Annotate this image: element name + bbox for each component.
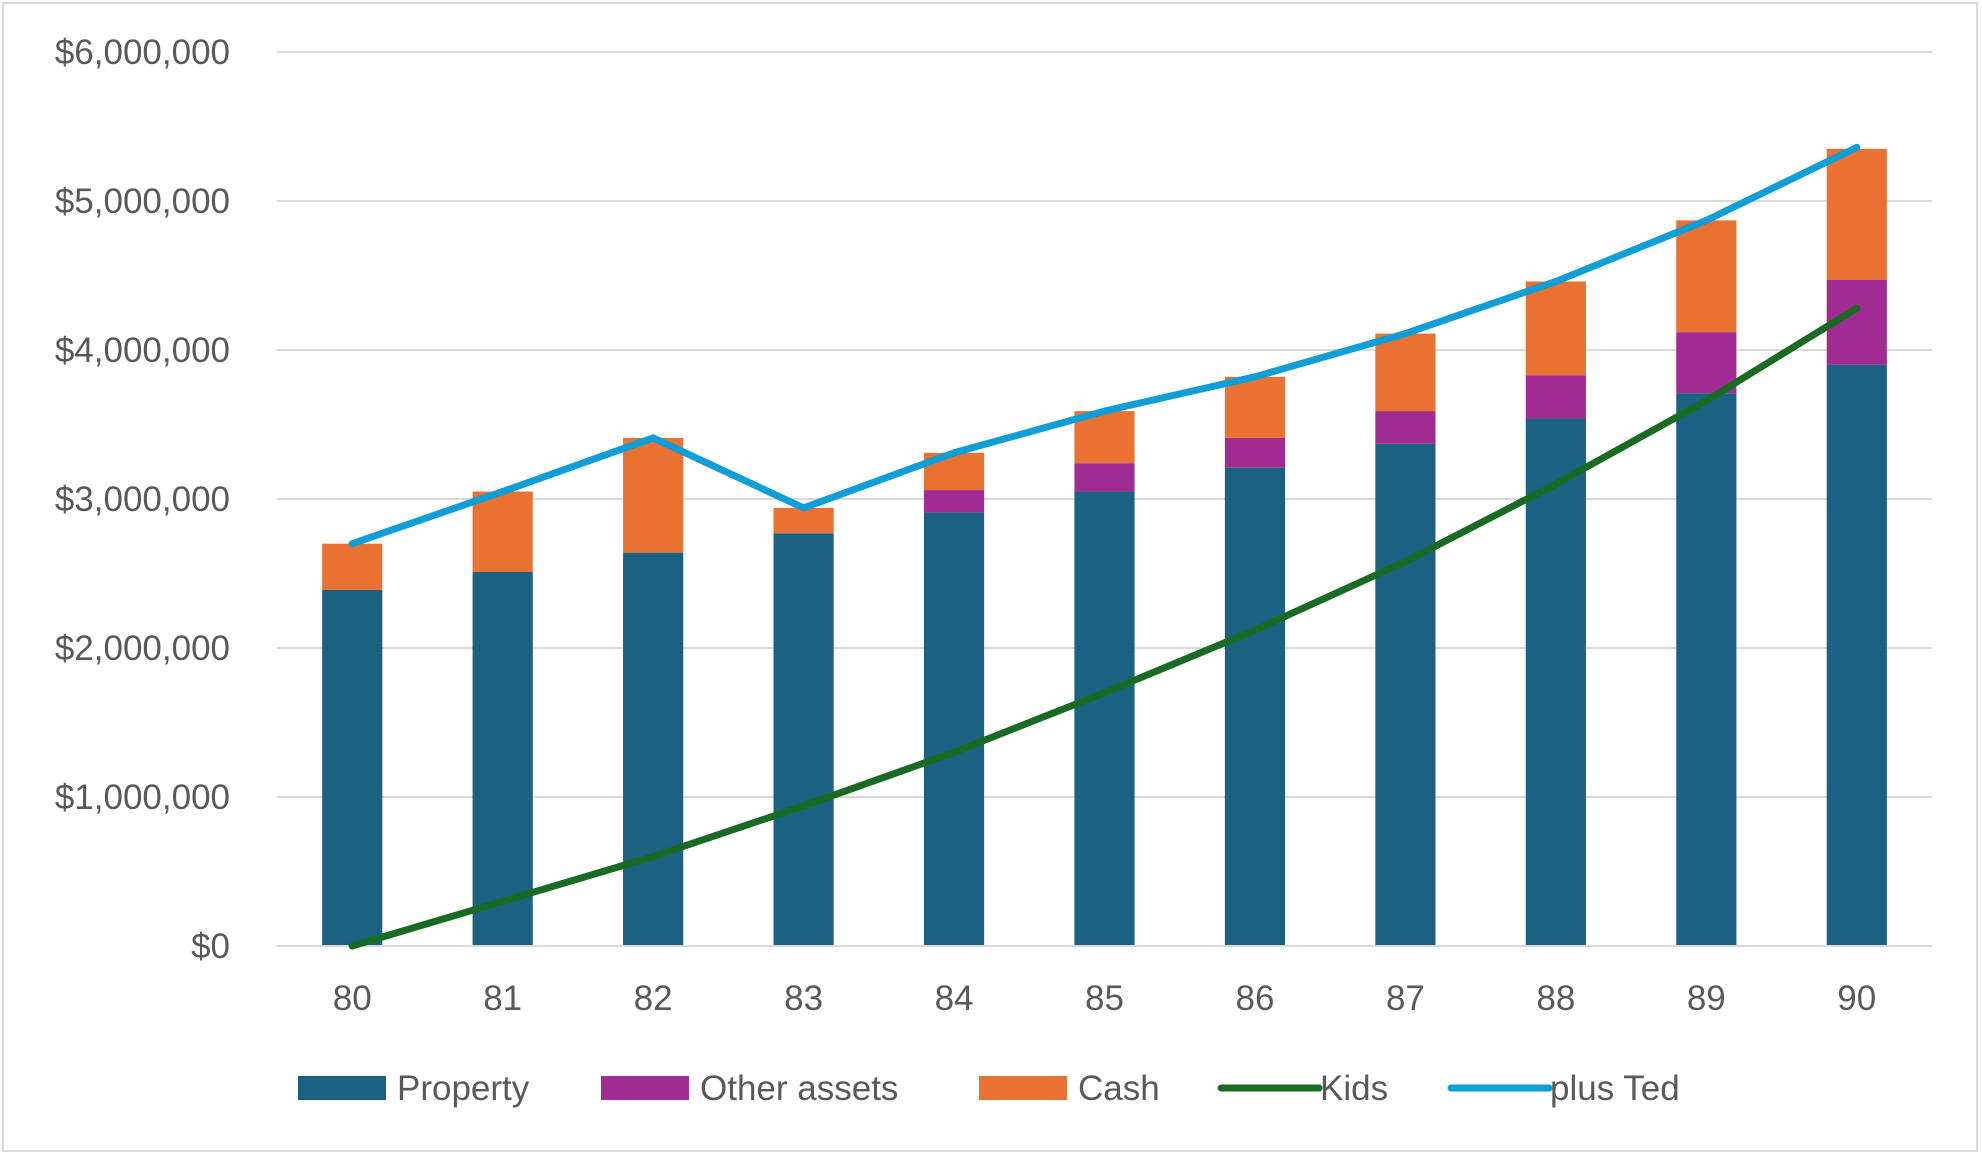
bar-other-assets-88	[1525, 375, 1586, 419]
point-plus-ted-80	[348, 540, 356, 548]
y-tick-label: $0	[191, 927, 230, 966]
bar-other-assets-87	[1375, 411, 1436, 444]
x-tick-label: 84	[935, 979, 974, 1018]
point-plus-ted-87	[1401, 330, 1409, 338]
x-tick-label: 82	[634, 979, 673, 1018]
point-kids-86	[1251, 626, 1259, 634]
point-kids-80	[348, 942, 356, 950]
y-tick-label: $4,000,000	[55, 331, 230, 370]
x-tick-label: 85	[1085, 979, 1124, 1018]
x-tick-label: 81	[483, 979, 522, 1018]
x-tick-label: 89	[1687, 979, 1726, 1018]
point-kids-81	[499, 897, 507, 905]
bar-property-86	[1224, 467, 1286, 946]
bar-property-81	[472, 572, 533, 946]
bar-cash-81	[472, 491, 533, 573]
point-kids-84	[950, 748, 958, 756]
legend-swatch-other-assets	[601, 1076, 689, 1100]
point-plus-ted-88	[1552, 277, 1560, 285]
bar-other-assets-84	[923, 490, 985, 513]
point-kids-82	[649, 853, 657, 861]
legend-swatch-property	[298, 1076, 386, 1100]
bar-property-87	[1375, 443, 1436, 946]
point-plus-ted-82	[649, 434, 657, 442]
bar-other-assets-86	[1224, 437, 1286, 468]
legend-label-plus-ted: plus Ted	[1550, 1069, 1680, 1108]
legend-label-property: Property	[397, 1069, 530, 1108]
x-tick-label: 90	[1837, 979, 1876, 1018]
legend-label-other-assets: Other assets	[700, 1069, 898, 1108]
bar-property-89	[1676, 393, 1737, 947]
point-kids-90	[1853, 304, 1861, 312]
point-plus-ted-84	[950, 449, 958, 457]
bar-layer	[322, 148, 1887, 947]
x-tick-label: 80	[333, 979, 372, 1018]
bar-cash-87	[1375, 333, 1436, 412]
bar-cash-89	[1676, 220, 1737, 333]
y-tick-label: $6,000,000	[55, 33, 230, 72]
point-kids-88	[1552, 480, 1560, 488]
legend: Property Other assets Cash Kids plus Ted	[298, 1069, 1680, 1108]
point-plus-ted-86	[1251, 373, 1259, 381]
bar-cash-82	[623, 437, 684, 553]
bar-property-82	[623, 552, 684, 946]
point-plus-ted-81	[499, 488, 507, 496]
point-plus-ted-89	[1702, 216, 1710, 224]
y-tick-label: $3,000,000	[55, 480, 230, 519]
bar-other-assets-85	[1074, 463, 1135, 492]
y-tick-label: $5,000,000	[55, 182, 230, 221]
point-kids-87	[1401, 558, 1409, 566]
legend-label-cash: Cash	[1078, 1069, 1160, 1108]
x-axis-tick-labels: 80 81 82 83 84 85 86 87 88 89 90	[333, 979, 1876, 1018]
bar-cash-90	[1826, 148, 1887, 280]
point-kids-89	[1702, 397, 1710, 405]
bar-property-83	[773, 533, 834, 946]
bar-property-90	[1826, 364, 1887, 946]
bar-cash-88	[1525, 281, 1586, 376]
bar-property-88	[1525, 418, 1586, 946]
bar-property-85	[1074, 491, 1135, 946]
legend-swatch-cash	[979, 1076, 1067, 1100]
point-plus-ted-83	[800, 504, 808, 512]
x-tick-label: 83	[784, 979, 823, 1018]
point-plus-ted-85	[1101, 407, 1108, 415]
bar-property-80	[322, 589, 383, 946]
bar-cash-86	[1224, 376, 1286, 438]
line-layer	[348, 143, 1861, 950]
point-kids-83	[800, 802, 808, 810]
y-tick-label: $1,000,000	[55, 778, 230, 817]
y-tick-label: $2,000,000	[55, 629, 230, 668]
bar-cash-80	[322, 543, 383, 590]
x-tick-label: 87	[1386, 979, 1425, 1018]
point-plus-ted-90	[1853, 143, 1861, 151]
grid-layer	[277, 51, 1932, 798]
y-axis-tick-labels: $0 $1,000,000 $2,000,000 $3,000,000 $4,000,0…	[55, 33, 230, 966]
point-kids-85	[1101, 689, 1108, 697]
legend-label-kids: Kids	[1320, 1069, 1388, 1108]
x-tick-label: 86	[1235, 979, 1274, 1018]
x-tick-label: 88	[1536, 979, 1575, 1018]
bar-property-84	[923, 512, 985, 946]
bar-cash-83	[773, 507, 834, 534]
bar-other-assets-89	[1676, 332, 1737, 394]
